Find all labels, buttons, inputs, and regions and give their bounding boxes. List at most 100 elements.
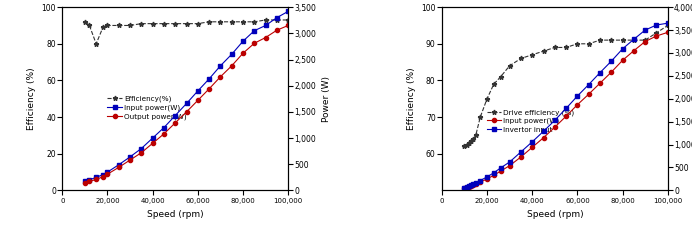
Line: Invertor input: Invertor input (462, 21, 670, 190)
Input power(W) (460, 187, 468, 189)
Efficiency(%) (92, 42, 100, 45)
Line: Input power(W): Input power(W) (83, 9, 291, 183)
Input power(W) (92, 176, 100, 179)
Invertor input (539, 130, 547, 133)
Output power(W) (284, 24, 292, 27)
Output power(W) (194, 99, 202, 102)
Invertor input (465, 185, 473, 188)
Drive efficiency (%) (630, 39, 638, 42)
Drive efficiency (%) (460, 145, 468, 148)
Input power(W) (205, 77, 213, 80)
Input power(W) (630, 49, 638, 52)
Input power(W) (573, 103, 581, 106)
Drive efficiency (%) (539, 50, 547, 53)
Line: Efficiency(%): Efficiency(%) (82, 18, 291, 46)
Efficiency(%) (205, 20, 213, 23)
Invertor input (460, 186, 468, 189)
Efficiency(%) (239, 20, 247, 23)
Input power(W) (262, 24, 270, 27)
X-axis label: Speed (rpm): Speed (rpm) (527, 210, 583, 218)
Input power(W) (517, 155, 525, 158)
Drive efficiency (%) (469, 138, 477, 140)
Drive efficiency (%) (476, 116, 484, 119)
Efficiency(%) (115, 24, 123, 27)
Efficiency(%) (85, 24, 93, 27)
Input power(W) (562, 115, 570, 118)
Invertor input (573, 94, 581, 97)
Output power(W) (217, 75, 225, 78)
Drive efficiency (%) (573, 42, 581, 45)
Drive efficiency (%) (551, 46, 559, 49)
Drive efficiency (%) (467, 139, 475, 142)
Output power(W) (205, 87, 213, 90)
Input power(W) (585, 93, 593, 96)
Output power(W) (149, 142, 157, 145)
Invertor input (551, 119, 559, 122)
Input power(W) (273, 16, 281, 19)
Input power(W) (528, 146, 536, 149)
Input power(W) (251, 29, 259, 32)
Output power(W) (92, 178, 100, 181)
Input power(W) (465, 186, 473, 188)
Drive efficiency (%) (465, 141, 473, 144)
Efficiency(%) (137, 22, 145, 25)
Input power(W) (607, 71, 615, 74)
Line: Output power(W): Output power(W) (83, 23, 291, 185)
Input power(W) (239, 40, 247, 43)
Drive efficiency (%) (471, 134, 480, 137)
Drive efficiency (%) (562, 46, 570, 49)
Input power(W) (664, 31, 672, 34)
Y-axis label: Efficiency (%): Efficiency (%) (27, 67, 36, 130)
Invertor input (562, 107, 570, 110)
Input power(W) (99, 173, 107, 176)
Invertor input (653, 24, 661, 26)
Invertor input (619, 47, 627, 50)
Input power(W) (551, 126, 559, 129)
Output power(W) (160, 132, 168, 135)
Output power(W) (251, 42, 259, 45)
Efficiency(%) (273, 19, 281, 21)
Efficiency(%) (99, 26, 107, 29)
Drive efficiency (%) (619, 39, 627, 42)
Invertor input (505, 161, 513, 164)
Output power(W) (228, 64, 236, 67)
Invertor input (607, 60, 615, 63)
Output power(W) (171, 121, 179, 124)
Input power(W) (476, 181, 484, 183)
Output power(W) (81, 181, 89, 184)
Input power(W) (284, 10, 292, 13)
Efficiency(%) (217, 20, 225, 23)
Input power(W) (171, 114, 179, 117)
Invertor input (517, 150, 525, 153)
Input power(W) (217, 64, 225, 67)
Invertor input (462, 186, 471, 188)
Line: Drive efficiency (%): Drive efficiency (%) (462, 23, 671, 149)
Input power(W) (126, 155, 134, 158)
Efficiency(%) (160, 22, 168, 25)
Input power(W) (653, 35, 661, 37)
Efficiency(%) (126, 24, 134, 27)
Invertor input (490, 171, 498, 174)
X-axis label: Speed (rpm): Speed (rpm) (147, 210, 203, 218)
Output power(W) (262, 36, 270, 39)
Drive efficiency (%) (596, 39, 604, 42)
Legend: Efficiency(%), Input power(W), Output power(W): Efficiency(%), Input power(W), Output po… (107, 95, 188, 121)
Drive efficiency (%) (653, 31, 661, 34)
Output power(W) (126, 159, 134, 161)
Efficiency(%) (284, 19, 292, 21)
Output power(W) (137, 151, 145, 154)
Drive efficiency (%) (641, 39, 649, 42)
Output power(W) (115, 166, 123, 169)
Efficiency(%) (262, 19, 270, 21)
Input power(W) (641, 40, 649, 43)
Input power(W) (471, 183, 480, 186)
Invertor input (471, 182, 480, 185)
Input power(W) (160, 126, 168, 129)
Input power(W) (539, 136, 547, 139)
Y-axis label: Power (W): Power (W) (322, 76, 331, 122)
Y-axis label: Efficiency (%): Efficiency (%) (406, 67, 415, 130)
Invertor input (641, 29, 649, 31)
Output power(W) (183, 110, 191, 113)
Drive efficiency (%) (490, 83, 498, 85)
Input power(W) (467, 185, 475, 188)
